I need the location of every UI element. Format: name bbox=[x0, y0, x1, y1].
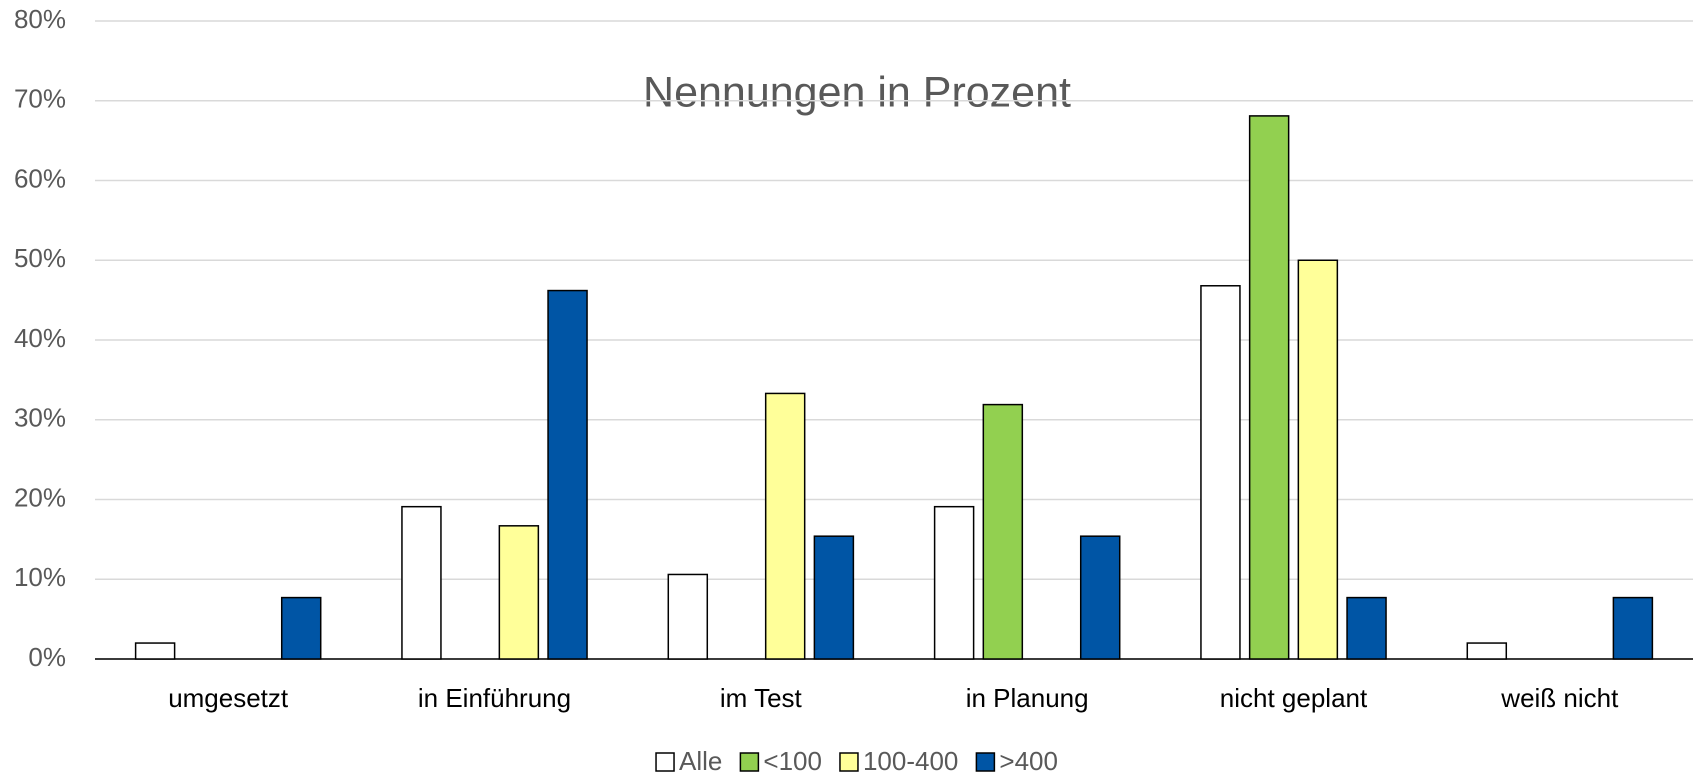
legend-label: <100 bbox=[763, 746, 822, 776]
bar bbox=[982, 403, 1024, 660]
x-tick-label: umgesetzt bbox=[168, 683, 289, 713]
x-tick-label: in Planung bbox=[966, 683, 1089, 713]
legend-swatch bbox=[739, 752, 760, 772]
bar bbox=[933, 505, 975, 660]
legend-label: Alle bbox=[679, 746, 722, 776]
bar bbox=[667, 573, 709, 660]
bar bbox=[134, 642, 176, 660]
y-tick-label: 10% bbox=[14, 562, 66, 592]
x-tick-label: in Einführung bbox=[418, 683, 571, 713]
x-tick-label: im Test bbox=[720, 683, 803, 713]
y-tick-label: 30% bbox=[14, 403, 66, 433]
bar bbox=[498, 525, 540, 660]
x-tick-label: weiß nicht bbox=[1500, 683, 1619, 713]
legend-label: >400 bbox=[999, 746, 1058, 776]
bar bbox=[1248, 115, 1290, 660]
bar bbox=[764, 392, 806, 660]
bar bbox=[401, 505, 442, 660]
bar bbox=[1297, 259, 1339, 660]
y-tick-label: 50% bbox=[14, 243, 66, 273]
y-tick-label: 60% bbox=[14, 163, 66, 193]
y-tick-label: 20% bbox=[14, 482, 66, 512]
bar bbox=[1612, 596, 1654, 660]
y-tick-label: 0% bbox=[28, 642, 66, 672]
bar bbox=[547, 289, 588, 660]
bar bbox=[1346, 596, 1387, 660]
bar bbox=[1466, 642, 1508, 660]
y-tick-label: 80% bbox=[14, 4, 66, 34]
chart-title: Nennungen in Prozent bbox=[643, 68, 1071, 116]
y-tick-label: 40% bbox=[14, 323, 66, 353]
bar bbox=[280, 596, 322, 660]
bar bbox=[1079, 535, 1121, 660]
legend-swatch bbox=[839, 752, 859, 772]
legend-label: 100-400 bbox=[863, 746, 958, 776]
legend-swatch bbox=[655, 752, 675, 772]
legend-swatch bbox=[975, 752, 996, 772]
bar bbox=[813, 535, 855, 660]
y-tick-label: 70% bbox=[14, 84, 66, 114]
x-tick-label: nicht geplant bbox=[1220, 683, 1368, 713]
bar bbox=[1200, 285, 1241, 660]
